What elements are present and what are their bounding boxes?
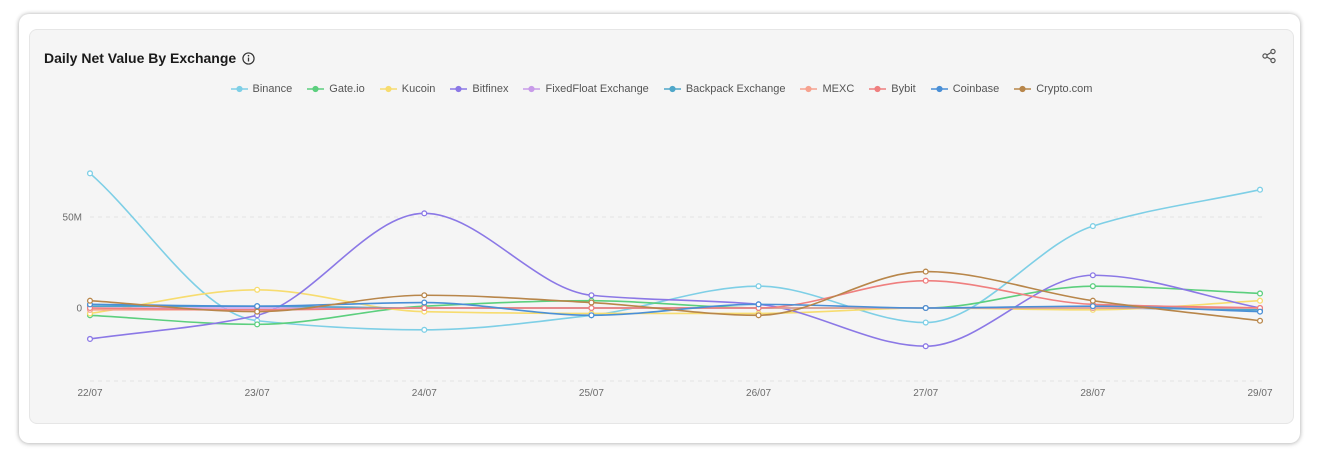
data-point[interactable]: [1256, 297, 1264, 304]
data-point[interactable]: [421, 210, 428, 217]
legend-symbol: [450, 85, 468, 93]
data-point[interactable]: [922, 277, 929, 284]
data-point[interactable]: [755, 301, 762, 308]
data-point[interactable]: [922, 304, 929, 312]
data-point[interactable]: [1089, 297, 1096, 304]
share-icon[interactable]: [1261, 48, 1277, 64]
line-chart: 0 50M 22/07 23/07 24/07 25/07 26/07 27/07 28/07 2…: [63, 170, 1273, 399]
x-tick-label: 26/07: [746, 388, 771, 399]
chart-legend: Binance Gate.io Kucoin Bitfinex FixedFloat E…: [30, 81, 1293, 97]
legend-symbol: [1014, 85, 1032, 93]
data-point[interactable]: [755, 283, 762, 290]
legend-symbol: [230, 85, 248, 93]
legend-item-backpack-exchange[interactable]: Backpack Exchange: [663, 83, 786, 95]
legend-symbol: [307, 85, 325, 93]
x-tick-label: 23/07: [245, 388, 270, 399]
data-point[interactable]: [1256, 186, 1264, 193]
legend-symbol: [869, 85, 887, 93]
y-tick-label: 50M: [63, 213, 82, 224]
data-point[interactable]: [1256, 308, 1264, 315]
data-point[interactable]: [86, 297, 94, 304]
card-header: Daily Net Value By Exchange: [44, 48, 255, 68]
data-point[interactable]: [86, 170, 94, 177]
data-point[interactable]: [1089, 283, 1096, 290]
legend-label: Binance: [252, 83, 293, 95]
legend-symbol: [930, 85, 948, 93]
data-point[interactable]: [922, 268, 929, 275]
data-point[interactable]: [421, 292, 428, 299]
data-point[interactable]: [1256, 290, 1264, 297]
data-point[interactable]: [421, 304, 428, 312]
data-point[interactable]: [922, 319, 929, 326]
x-tick-label: 28/07: [1080, 388, 1105, 399]
data-point[interactable]: [254, 303, 261, 310]
legend-label: MEXC: [822, 83, 855, 95]
data-point[interactable]: [588, 312, 595, 319]
series-line: [89, 270, 1261, 322]
x-tick-label: 22/07: [77, 388, 102, 399]
x-tick-label: 29/07: [1247, 388, 1272, 399]
x-tick-label: 27/07: [913, 388, 938, 399]
data-point[interactable]: [1089, 303, 1096, 310]
data-point[interactable]: [421, 326, 428, 333]
legend-item-coinbase[interactable]: Coinbase: [930, 83, 1000, 95]
legend-label: Coinbase: [952, 83, 1000, 95]
data-point[interactable]: [254, 286, 261, 293]
data-point[interactable]: [86, 335, 94, 342]
data-point[interactable]: [588, 304, 595, 312]
data-point[interactable]: [922, 343, 929, 350]
series-crypto-com: [86, 268, 1264, 324]
data-point[interactable]: [755, 312, 762, 319]
legend-item-bybit[interactable]: Bybit: [869, 83, 916, 95]
legend-item-crypto-com[interactable]: Crypto.com: [1014, 83, 1092, 95]
data-point[interactable]: [1089, 272, 1096, 279]
data-point[interactable]: [421, 299, 428, 306]
y-tick-label: 0: [76, 304, 82, 315]
data-point[interactable]: [254, 308, 261, 315]
series-line: [89, 285, 1261, 326]
data-point[interactable]: [588, 292, 595, 299]
legend-symbol: [379, 85, 397, 93]
legend-label: Backpack Exchange: [685, 83, 786, 95]
x-tick-label: 24/07: [412, 388, 437, 399]
series-line: [89, 212, 1261, 348]
legend-label: FixedFloat Exchange: [545, 83, 649, 95]
chart-panel: Daily Net Value By Exchange Binance Gate.…: [19, 14, 1300, 443]
legend-symbol: [663, 85, 681, 93]
series-bitfinex: [86, 210, 1264, 350]
legend-symbol: [800, 85, 818, 93]
legend-item-gate-io[interactable]: Gate.io: [307, 83, 365, 95]
legend-label: Kucoin: [401, 83, 436, 95]
series-coinbase: [86, 299, 1264, 319]
chart-card: Daily Net Value By Exchange Binance Gate.…: [29, 29, 1294, 424]
legend-item-kucoin[interactable]: Kucoin: [379, 83, 436, 95]
legend-label: Crypto.com: [1036, 83, 1093, 95]
chart-title: Daily Net Value By Exchange: [44, 50, 237, 66]
series-line: [89, 288, 1261, 315]
legend-item-fixedfloat-exchange[interactable]: FixedFloat Exchange: [523, 83, 649, 95]
data-point[interactable]: [588, 299, 595, 306]
data-point[interactable]: [1089, 223, 1096, 230]
legend-label: Gate.io: [329, 83, 365, 95]
info-circle-icon[interactable]: [242, 51, 255, 65]
legend-symbol: [523, 85, 541, 93]
legend-item-mexc[interactable]: MEXC: [800, 83, 854, 95]
legend-item-binance[interactable]: Binance: [230, 83, 293, 95]
data-point[interactable]: [254, 321, 261, 328]
data-point[interactable]: [1256, 317, 1264, 324]
legend-label: Bybit: [891, 83, 916, 95]
x-tick-label: 25/07: [579, 388, 604, 399]
legend-item-bitfinex[interactable]: Bitfinex: [450, 83, 508, 95]
series-bybit: [86, 277, 1264, 313]
legend-label: Bitfinex: [472, 83, 509, 95]
